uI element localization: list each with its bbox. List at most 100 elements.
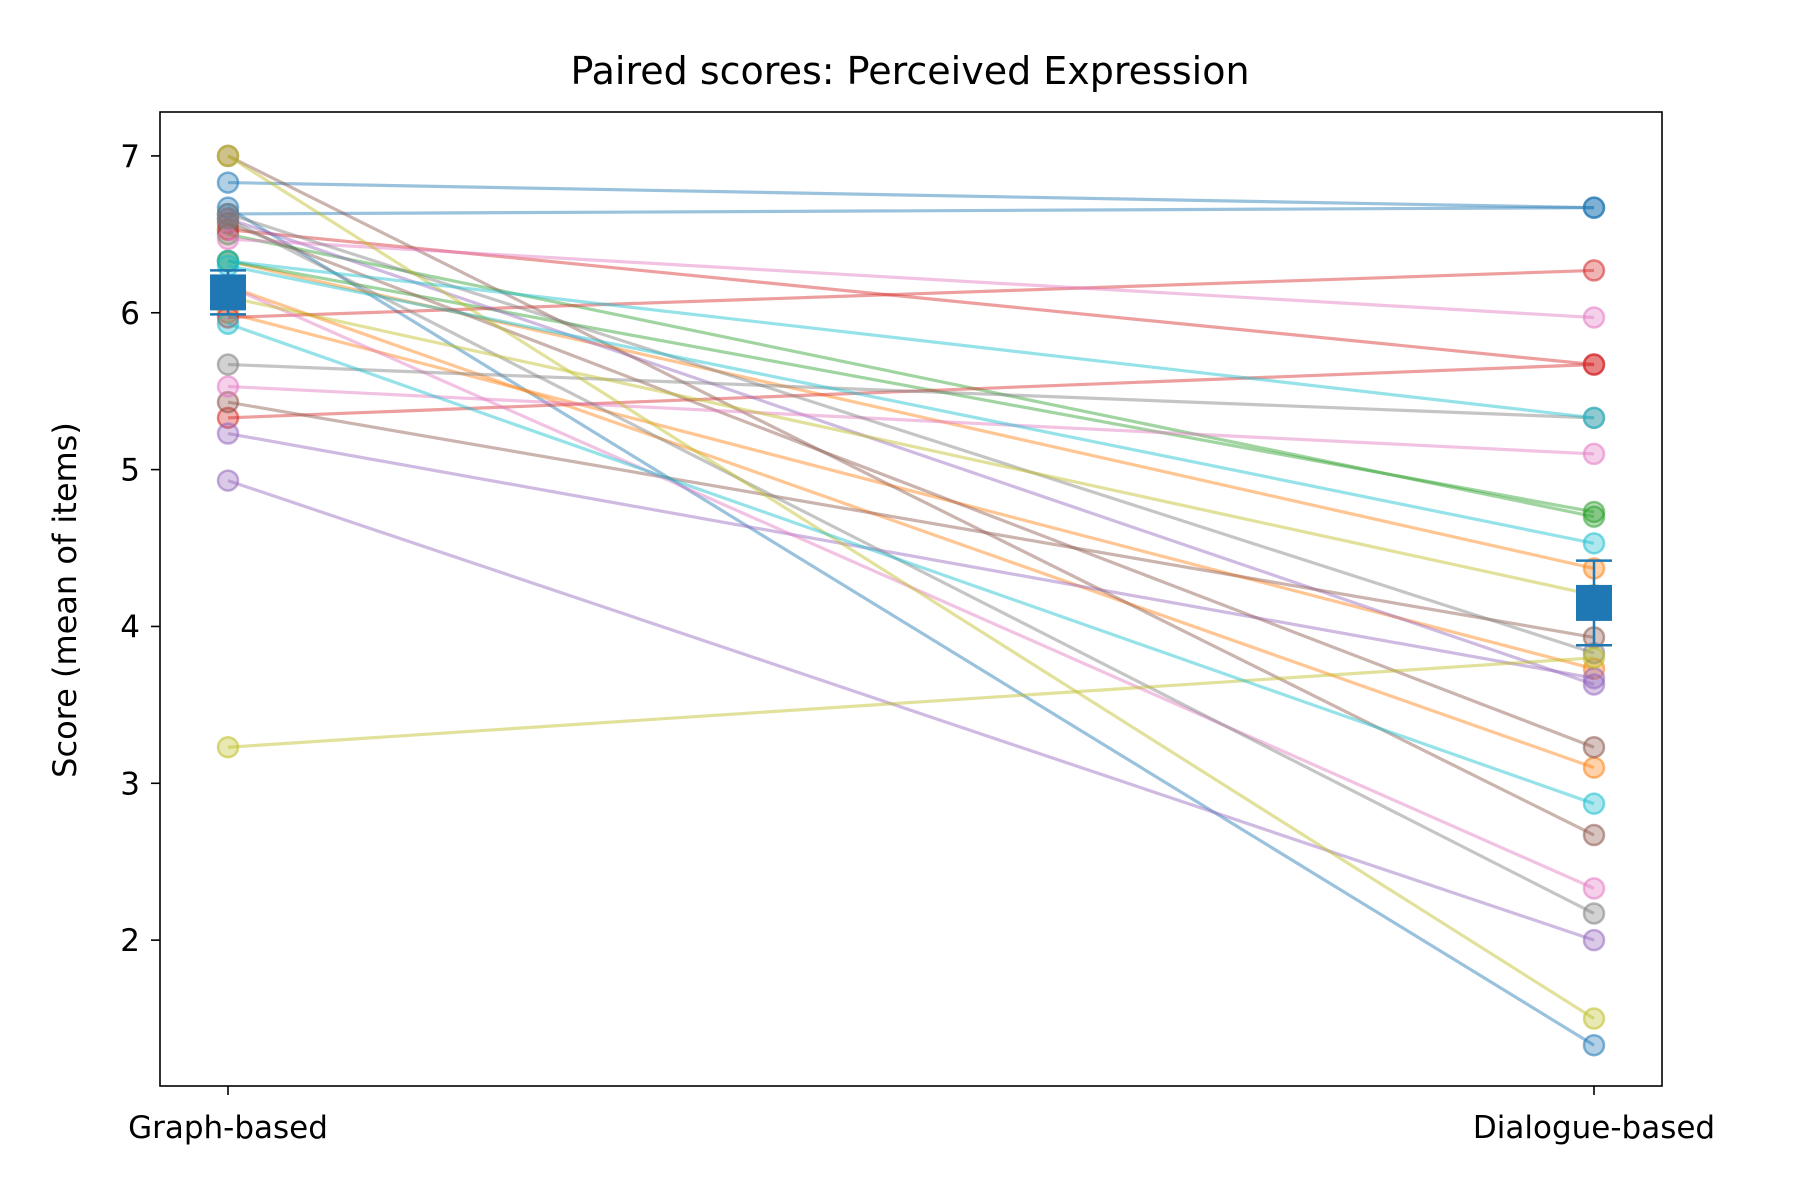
data-point bbox=[1582, 735, 1606, 759]
axis-layer: 2 3 4 5 6 7 Graph-based Dialogue-based bbox=[120, 139, 1715, 1146]
y-tick-label: 2 bbox=[120, 923, 140, 959]
chart-title: Paired scores: Perceived Expression bbox=[570, 49, 1249, 93]
data-point bbox=[1582, 532, 1606, 555]
series-line bbox=[227, 264, 1595, 545]
series-1 bbox=[216, 171, 1606, 219]
series-line bbox=[227, 212, 1595, 655]
series-line bbox=[227, 400, 1595, 640]
data-point bbox=[216, 469, 240, 492]
series-25 bbox=[216, 646, 1606, 759]
data-point bbox=[1582, 928, 1606, 952]
series-layer bbox=[216, 144, 1606, 1057]
series-line bbox=[227, 180, 1595, 210]
data-point bbox=[1582, 823, 1606, 847]
series-line bbox=[227, 295, 1595, 597]
axes-frame bbox=[159, 111, 1663, 1087]
x-tick-label: Graph-based bbox=[128, 1110, 328, 1146]
data-point bbox=[216, 390, 240, 414]
data-point bbox=[1582, 505, 1606, 528]
series-26 bbox=[216, 144, 1606, 1030]
data-point bbox=[216, 144, 240, 168]
y-tick-label: 4 bbox=[120, 609, 140, 645]
data-point bbox=[216, 375, 240, 398]
series-line bbox=[227, 206, 1595, 1047]
data-point bbox=[216, 207, 240, 230]
y-tick-label: 5 bbox=[120, 453, 140, 489]
series-line bbox=[227, 217, 1595, 915]
series-line bbox=[227, 154, 1595, 837]
data-point bbox=[216, 353, 240, 376]
y-tick-label: 6 bbox=[120, 296, 140, 332]
mean-square bbox=[1576, 584, 1612, 621]
series-line bbox=[227, 384, 1595, 456]
series-line bbox=[227, 284, 1595, 770]
mean-layer bbox=[210, 269, 1612, 647]
y-tick-label: 3 bbox=[120, 766, 140, 802]
series-8 bbox=[216, 223, 1606, 528]
series-23 bbox=[216, 207, 1606, 925]
series-21 bbox=[216, 353, 1606, 430]
series-line bbox=[227, 232, 1595, 519]
series-9 bbox=[216, 259, 1606, 329]
series-29 bbox=[216, 312, 1606, 815]
series-line bbox=[227, 154, 1595, 1020]
data-point bbox=[1582, 259, 1606, 282]
series-line bbox=[227, 237, 1595, 320]
data-point bbox=[1582, 792, 1606, 815]
data-point bbox=[1582, 666, 1606, 690]
series-line bbox=[227, 311, 1595, 671]
data-point bbox=[216, 171, 240, 194]
series-line bbox=[227, 259, 1595, 514]
series-3 bbox=[216, 196, 1606, 1057]
data-point bbox=[216, 735, 240, 759]
series-line bbox=[227, 206, 1595, 216]
data-point bbox=[1582, 406, 1606, 430]
series-line bbox=[227, 479, 1595, 942]
data-point bbox=[1582, 902, 1606, 925]
data-point bbox=[1582, 756, 1606, 779]
data-point bbox=[1582, 353, 1606, 376]
series-7 bbox=[216, 249, 1606, 524]
series-15 bbox=[216, 390, 1606, 649]
data-point bbox=[216, 406, 240, 430]
series-line bbox=[227, 362, 1595, 420]
series-line bbox=[227, 221, 1595, 749]
data-point bbox=[1582, 673, 1606, 696]
mean-marker-2 bbox=[1576, 559, 1612, 647]
series-11 bbox=[216, 353, 1606, 430]
x-tick-label: Dialogue-based bbox=[1473, 1110, 1715, 1146]
data-point bbox=[1582, 877, 1606, 900]
series-18 bbox=[216, 227, 1606, 329]
series-line bbox=[227, 656, 1595, 749]
series-13 bbox=[216, 422, 1606, 690]
series-line bbox=[227, 431, 1595, 680]
data-point bbox=[216, 312, 240, 335]
series-line bbox=[227, 259, 1595, 420]
data-point bbox=[1582, 646, 1606, 670]
series-line bbox=[227, 362, 1595, 420]
y-tick-label: 7 bbox=[120, 139, 140, 175]
mean-square bbox=[210, 274, 246, 311]
series-line bbox=[227, 268, 1595, 320]
mean-marker-1 bbox=[210, 269, 246, 316]
series-line bbox=[227, 259, 1595, 570]
data-point bbox=[1582, 196, 1606, 219]
series-line bbox=[227, 322, 1595, 806]
data-point bbox=[1582, 306, 1606, 329]
series-19 bbox=[216, 375, 1606, 466]
series-22 bbox=[216, 202, 1606, 665]
data-point bbox=[1582, 442, 1606, 466]
series-line bbox=[227, 217, 1595, 686]
series-6 bbox=[216, 301, 1606, 681]
data-point bbox=[1582, 1007, 1606, 1030]
y-axis-label: Score (mean of items) bbox=[46, 422, 84, 778]
series-line bbox=[227, 284, 1595, 890]
series-14 bbox=[216, 469, 1606, 952]
data-point bbox=[216, 227, 240, 251]
series-2 bbox=[216, 196, 1606, 226]
series-line bbox=[227, 228, 1595, 367]
data-point bbox=[1582, 1033, 1606, 1057]
data-point bbox=[216, 422, 240, 445]
series-10 bbox=[216, 218, 1606, 376]
